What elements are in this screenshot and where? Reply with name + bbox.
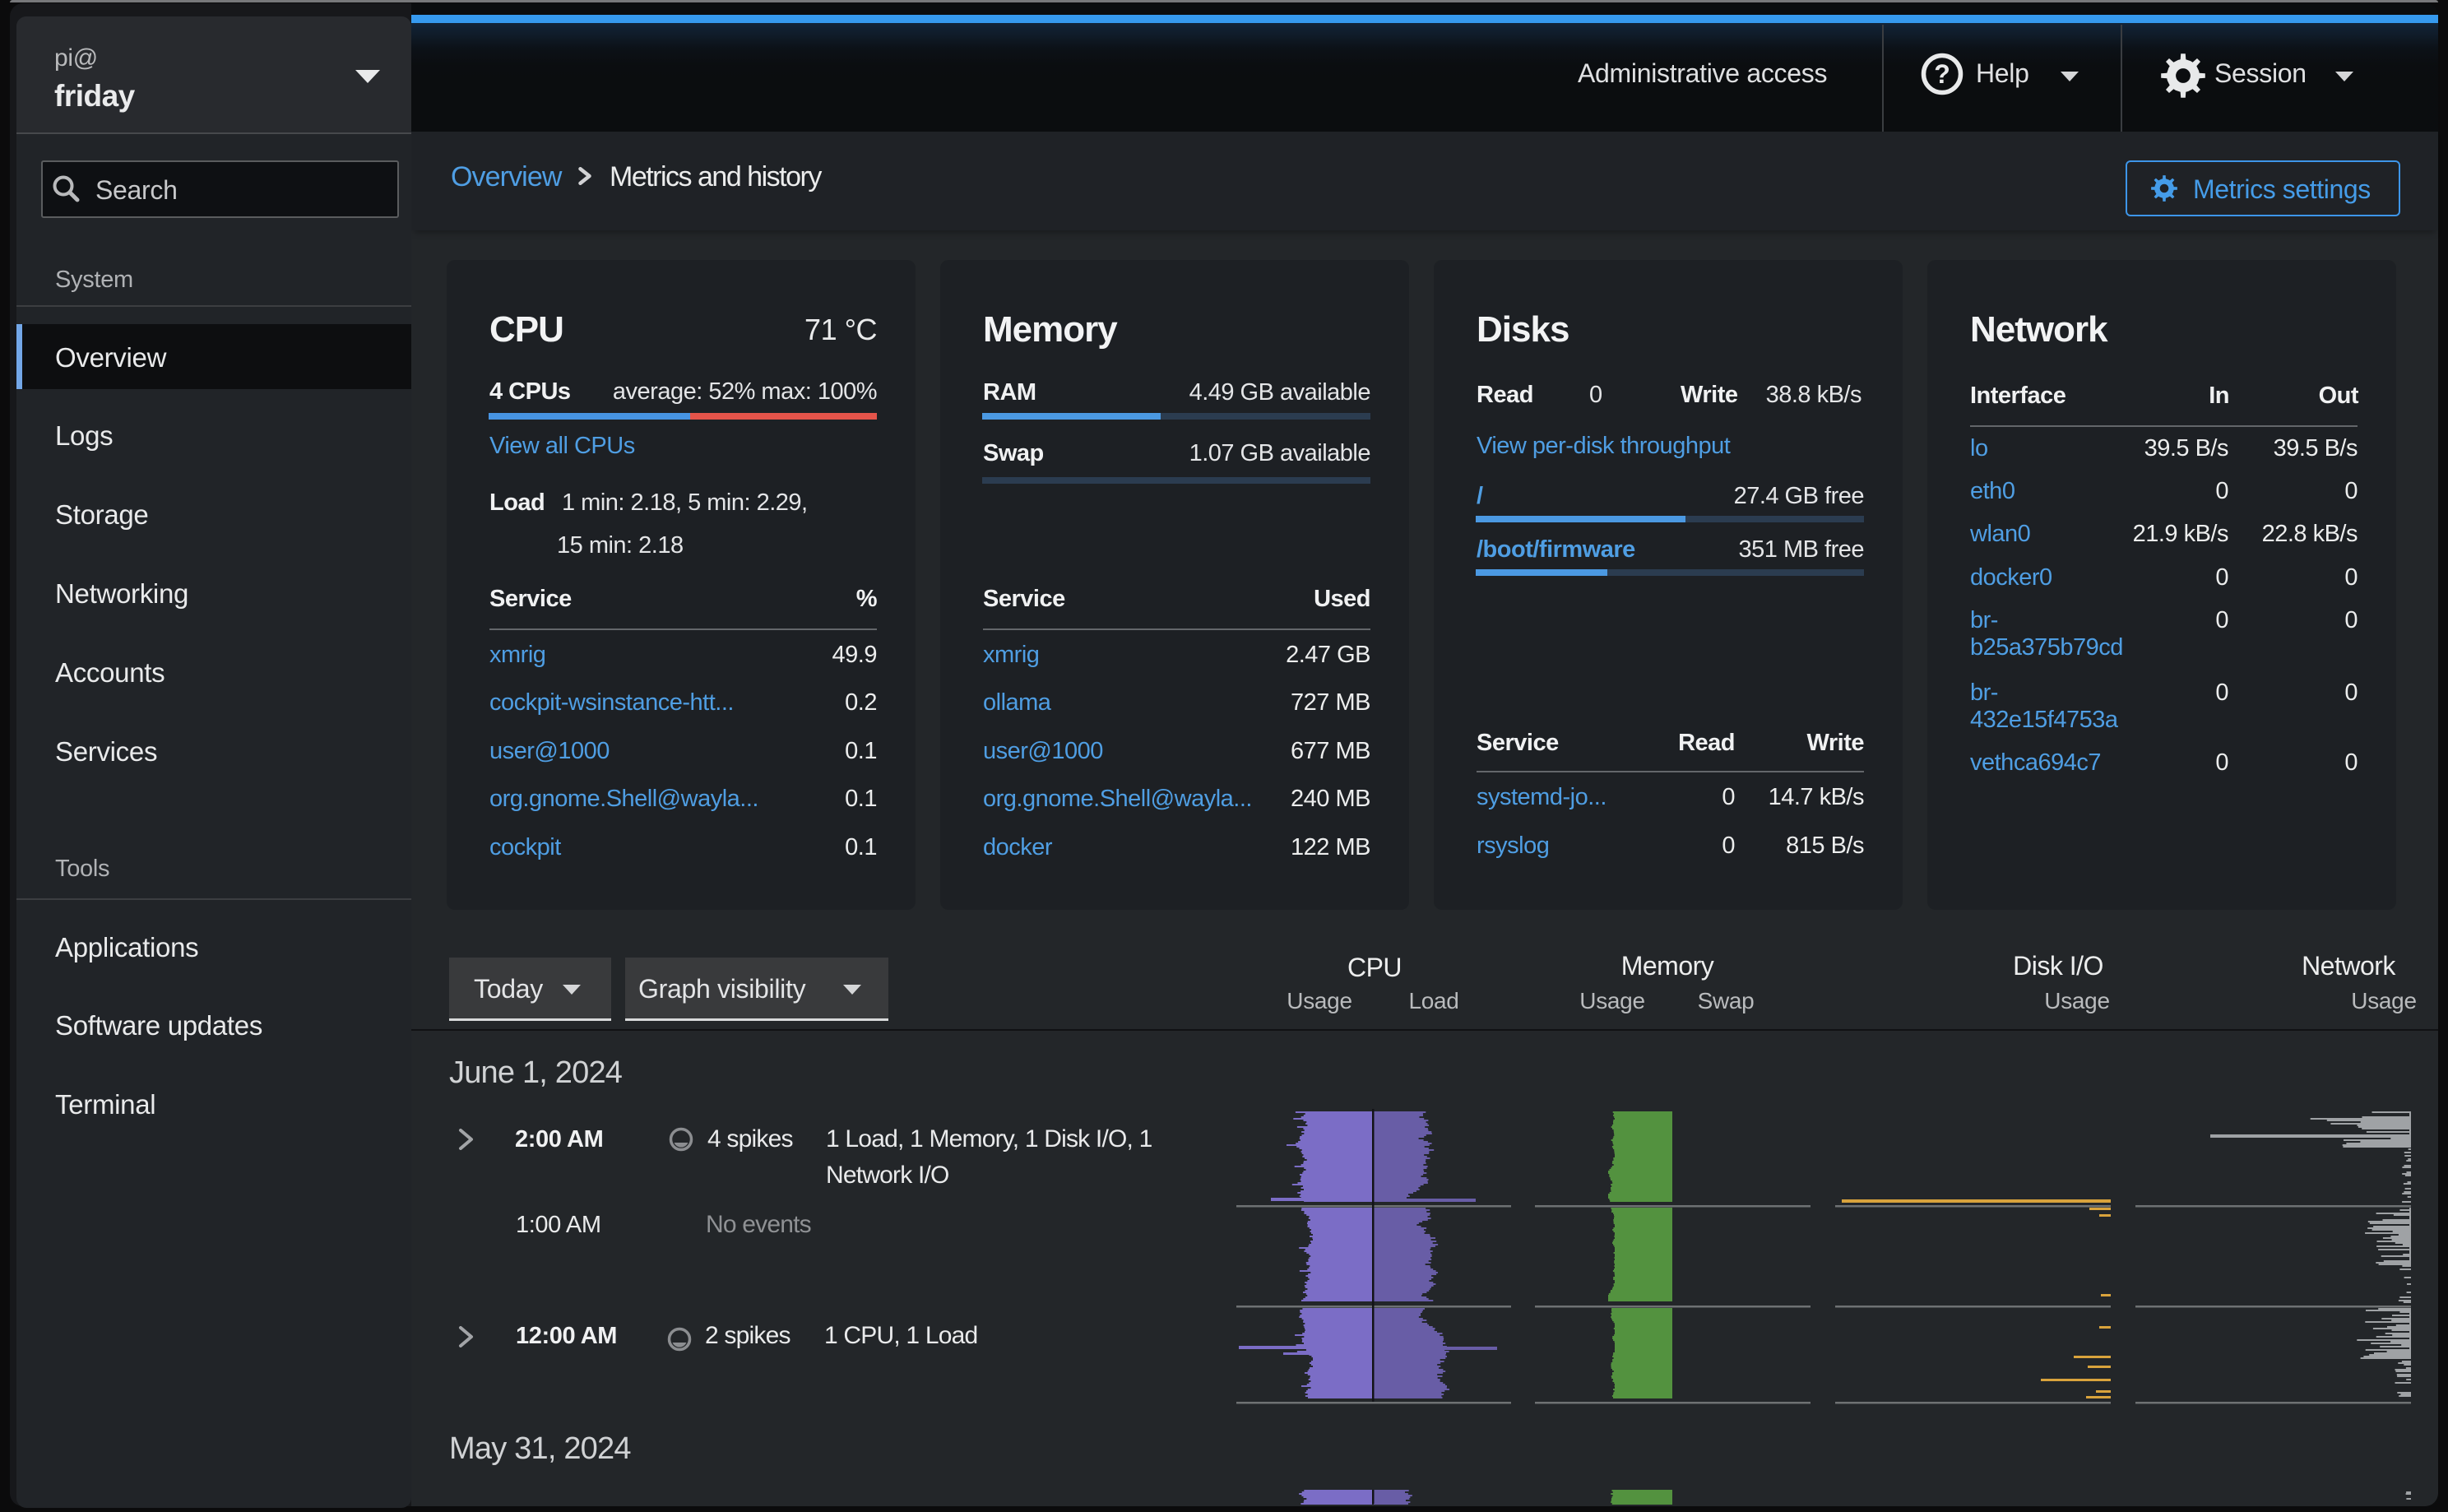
svg-text:?: ? — [1934, 59, 1950, 89]
